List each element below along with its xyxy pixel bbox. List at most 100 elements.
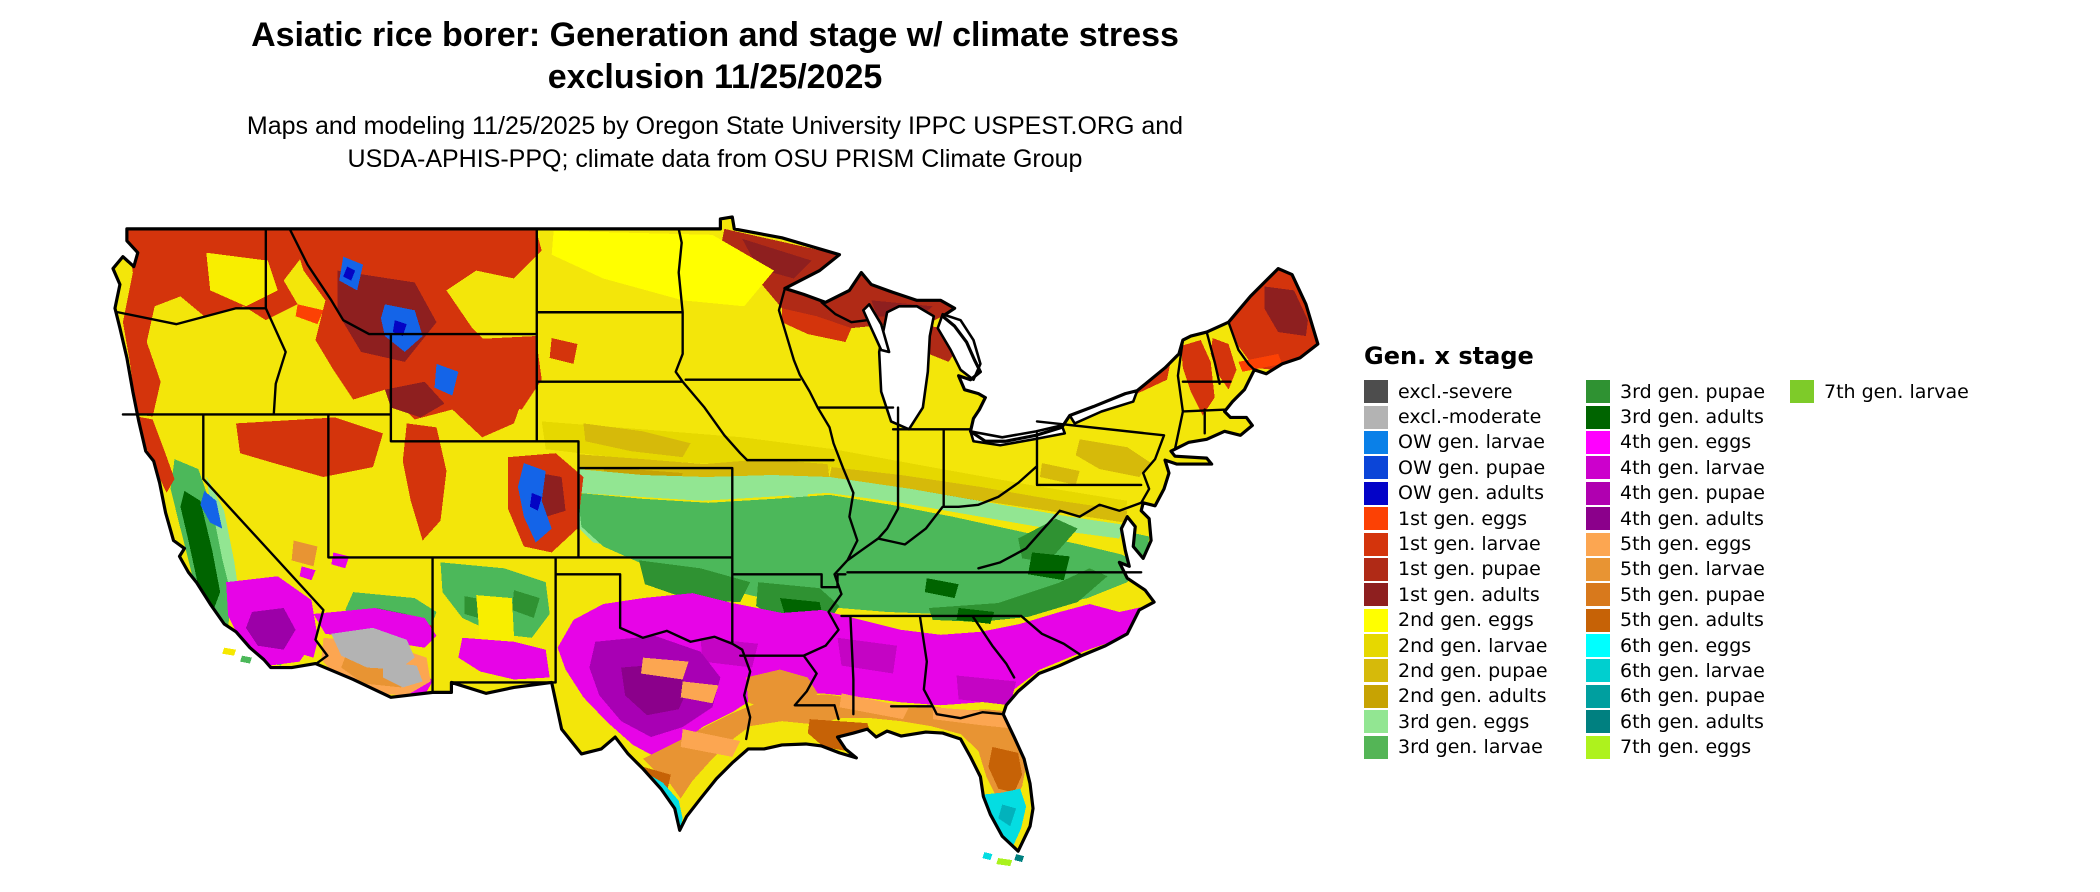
legend-item: 3rd gen. larvae: [1364, 734, 1548, 759]
legend-item: 7th gen. larvae: [1790, 379, 1969, 404]
legend-swatch: [1586, 710, 1610, 734]
legend-swatch: [1586, 583, 1610, 607]
legend-label: 4th gen. pupae: [1620, 482, 1765, 505]
legend-label: 6th gen. larvae: [1620, 659, 1765, 682]
legend-item: 6th gen. larvae: [1586, 658, 1765, 683]
legend-swatch: [1364, 456, 1388, 480]
legend-item: 6th gen. eggs: [1586, 633, 1765, 658]
legend-swatch: [1364, 735, 1388, 759]
legend-item: 5th gen. larvae: [1586, 557, 1765, 582]
legend-column-2: 3rd gen. pupae 3rd gen. adults 4th gen. eg…: [1586, 379, 1765, 760]
legend-item: excl.-severe: [1364, 379, 1548, 404]
legend-item: 4th gen. larvae: [1586, 455, 1765, 480]
legend-swatch: [1364, 557, 1388, 581]
legend-columns: excl.-severe excl.-moderate OW gen. larvae…: [1364, 379, 2004, 769]
legend-swatch: [1586, 380, 1610, 404]
legend-swatch: [1586, 456, 1610, 480]
legend-label: 4th gen. eggs: [1620, 431, 1752, 454]
legend-item: OW gen. adults: [1364, 481, 1548, 506]
legend-label: 4th gen. larvae: [1620, 456, 1765, 479]
map-raster-layers: [112, 216, 1318, 852]
legend-swatch: [1586, 405, 1610, 429]
legend-swatch: [1586, 608, 1610, 632]
legend-label: 7th gen. eggs: [1620, 736, 1752, 759]
legend-label: 5th gen. eggs: [1620, 533, 1752, 556]
legend-swatch: [1586, 634, 1610, 658]
legend-label: 7th gen. larvae: [1824, 380, 1969, 403]
legend-item: 1st gen. adults: [1364, 582, 1548, 607]
legend-title: Gen. x stage: [1364, 342, 1534, 370]
legend-item: 2nd gen. larvae: [1364, 633, 1548, 658]
islands: [222, 647, 1025, 867]
legend-swatch: [1364, 659, 1388, 683]
legend-column-3: 7th gen. larvae: [1790, 379, 1969, 404]
lake-michigan: [877, 305, 936, 431]
legend-item: 1st gen. eggs: [1364, 506, 1548, 531]
legend-item: 5th gen. pupae: [1586, 582, 1765, 607]
legend-label: OW gen. larvae: [1398, 431, 1545, 454]
subtitle-line1: Maps and modeling 11/25/2025 by Oregon S…: [246, 112, 1184, 140]
legend-swatch: [1364, 430, 1388, 454]
legend-column-1: excl.-severe excl.-moderate OW gen. larvae…: [1364, 379, 1548, 760]
legend-item: excl.-moderate: [1364, 404, 1548, 429]
legend-item: OW gen. larvae: [1364, 430, 1548, 455]
legend-swatch: [1586, 659, 1610, 683]
legend-label: 2nd gen. adults: [1398, 685, 1547, 708]
legend-item: 7th gen. eggs: [1586, 734, 1765, 759]
title-line2: exclusion 11/25/2025: [547, 58, 883, 96]
legend-item: 1st gen. pupae: [1364, 557, 1548, 582]
legend-label: 3rd gen. larvae: [1398, 736, 1543, 759]
us-map-svg: [111, 215, 1320, 867]
legend-item: 5th gen. eggs: [1586, 531, 1765, 556]
legend-label: 3rd gen. pupae: [1620, 380, 1766, 403]
state-borders: [116, 227, 1256, 741]
legend-label: OW gen. adults: [1398, 482, 1545, 505]
legend-label: 2nd gen. larvae: [1398, 634, 1548, 657]
great-lakes: [862, 303, 1139, 447]
legend-label: 6th gen. eggs: [1620, 634, 1752, 657]
green-bay: [862, 303, 891, 354]
legend-label: 6th gen. pupae: [1620, 685, 1765, 708]
title-line1: Asiatic rice borer: Generation and stage…: [251, 16, 1179, 54]
legend-swatch: [1586, 684, 1610, 708]
legend-swatch: [1364, 710, 1388, 734]
legend-swatch: [1364, 608, 1388, 632]
legend-label: 3rd gen. eggs: [1398, 710, 1530, 733]
legend-item: 3rd gen. eggs: [1364, 709, 1548, 734]
legend-item: 2nd gen. pupae: [1364, 658, 1548, 683]
legend-swatch: [1586, 507, 1610, 531]
legend-label: 3rd gen. adults: [1620, 406, 1764, 429]
legend-item: 3rd gen. adults: [1586, 404, 1765, 429]
us-outline: [111, 215, 1320, 853]
legend-swatch: [1364, 532, 1388, 556]
map-credit: Maps and modeling 11/25/2025 by Oregon S…: [130, 110, 1300, 176]
legend-swatch: [1364, 684, 1388, 708]
legend-label: 5th gen. adults: [1620, 609, 1764, 632]
legend-swatch: [1586, 532, 1610, 556]
legend-label: 2nd gen. pupae: [1398, 659, 1548, 682]
legend-label: excl.-moderate: [1398, 406, 1542, 429]
legend-swatch: [1586, 557, 1610, 581]
legend-swatch: [1586, 430, 1610, 454]
legend-swatch: [1364, 380, 1388, 404]
legend-item: 2nd gen. eggs: [1364, 608, 1548, 633]
legend-item: 2nd gen. adults: [1364, 684, 1548, 709]
legend-swatch: [1364, 583, 1388, 607]
legend-label: 1st gen. pupae: [1398, 558, 1541, 581]
legend-label: 5th gen. larvae: [1620, 558, 1765, 581]
legend-label: 2nd gen. eggs: [1398, 609, 1534, 632]
legend-swatch: [1790, 380, 1814, 404]
legend-item: 6th gen. pupae: [1586, 684, 1765, 709]
legend-swatch: [1364, 481, 1388, 505]
legend-label: excl.-severe: [1398, 380, 1513, 403]
legend-swatch: [1586, 735, 1610, 759]
legend-swatch: [1364, 405, 1388, 429]
legend-swatch: [1586, 481, 1610, 505]
legend-label: 6th gen. adults: [1620, 710, 1764, 733]
legend-item: 4th gen. adults: [1586, 506, 1765, 531]
legend-swatch: [1364, 634, 1388, 658]
legend: Gen. x stage excl.-severe excl.-moderate O…: [1364, 342, 2004, 769]
legend-item: 6th gen. adults: [1586, 709, 1765, 734]
us-generation-stage-map: [85, 213, 1325, 873]
